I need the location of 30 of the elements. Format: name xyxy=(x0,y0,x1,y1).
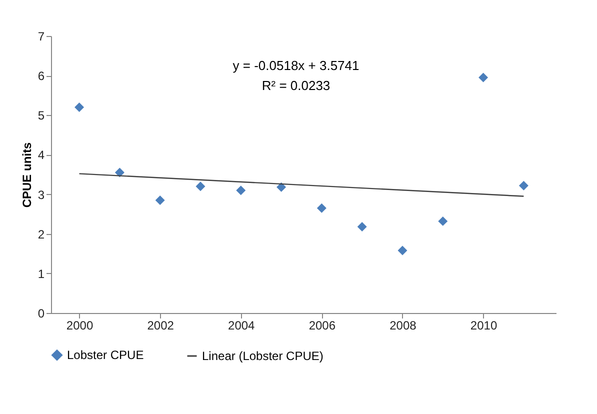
point xyxy=(74,102,84,112)
annotation: y = -0.0518x + 3.5741 xyxy=(232,58,360,73)
point xyxy=(196,182,206,192)
x-tick-label: 2002 xyxy=(147,318,174,332)
point xyxy=(438,216,448,226)
x-tick-label: 2008 xyxy=(390,318,417,332)
y-tick-label: 5 xyxy=(38,108,45,123)
x-tick-label: 2000 xyxy=(66,318,94,332)
y-tick-label: 0 xyxy=(38,306,45,320)
point xyxy=(316,203,326,213)
point xyxy=(276,182,286,192)
point xyxy=(236,186,246,196)
point xyxy=(398,246,408,256)
point xyxy=(518,180,528,190)
y-axis-title: CPUE units xyxy=(20,142,34,208)
y-tick-label: 7 xyxy=(38,30,45,44)
x-tick-label: 2010 xyxy=(470,318,498,332)
point xyxy=(478,72,488,82)
y-tick-label: 1 xyxy=(38,266,45,281)
legend-label: Lobster CPUE xyxy=(67,348,144,362)
point xyxy=(155,195,165,205)
y-tick-label: 2 xyxy=(38,227,45,242)
y-tick-label: 4 xyxy=(38,148,45,162)
legend-label: Linear (Lobster CPUE) xyxy=(202,349,324,363)
y-tick-label: 3 xyxy=(38,188,45,202)
x-tick-label: 2006 xyxy=(308,318,336,332)
annotation: R² = 0.0233 xyxy=(262,78,330,93)
y-tick-label: 6 xyxy=(38,69,45,84)
point xyxy=(357,222,367,232)
x-tick-label: 2004 xyxy=(228,318,256,332)
